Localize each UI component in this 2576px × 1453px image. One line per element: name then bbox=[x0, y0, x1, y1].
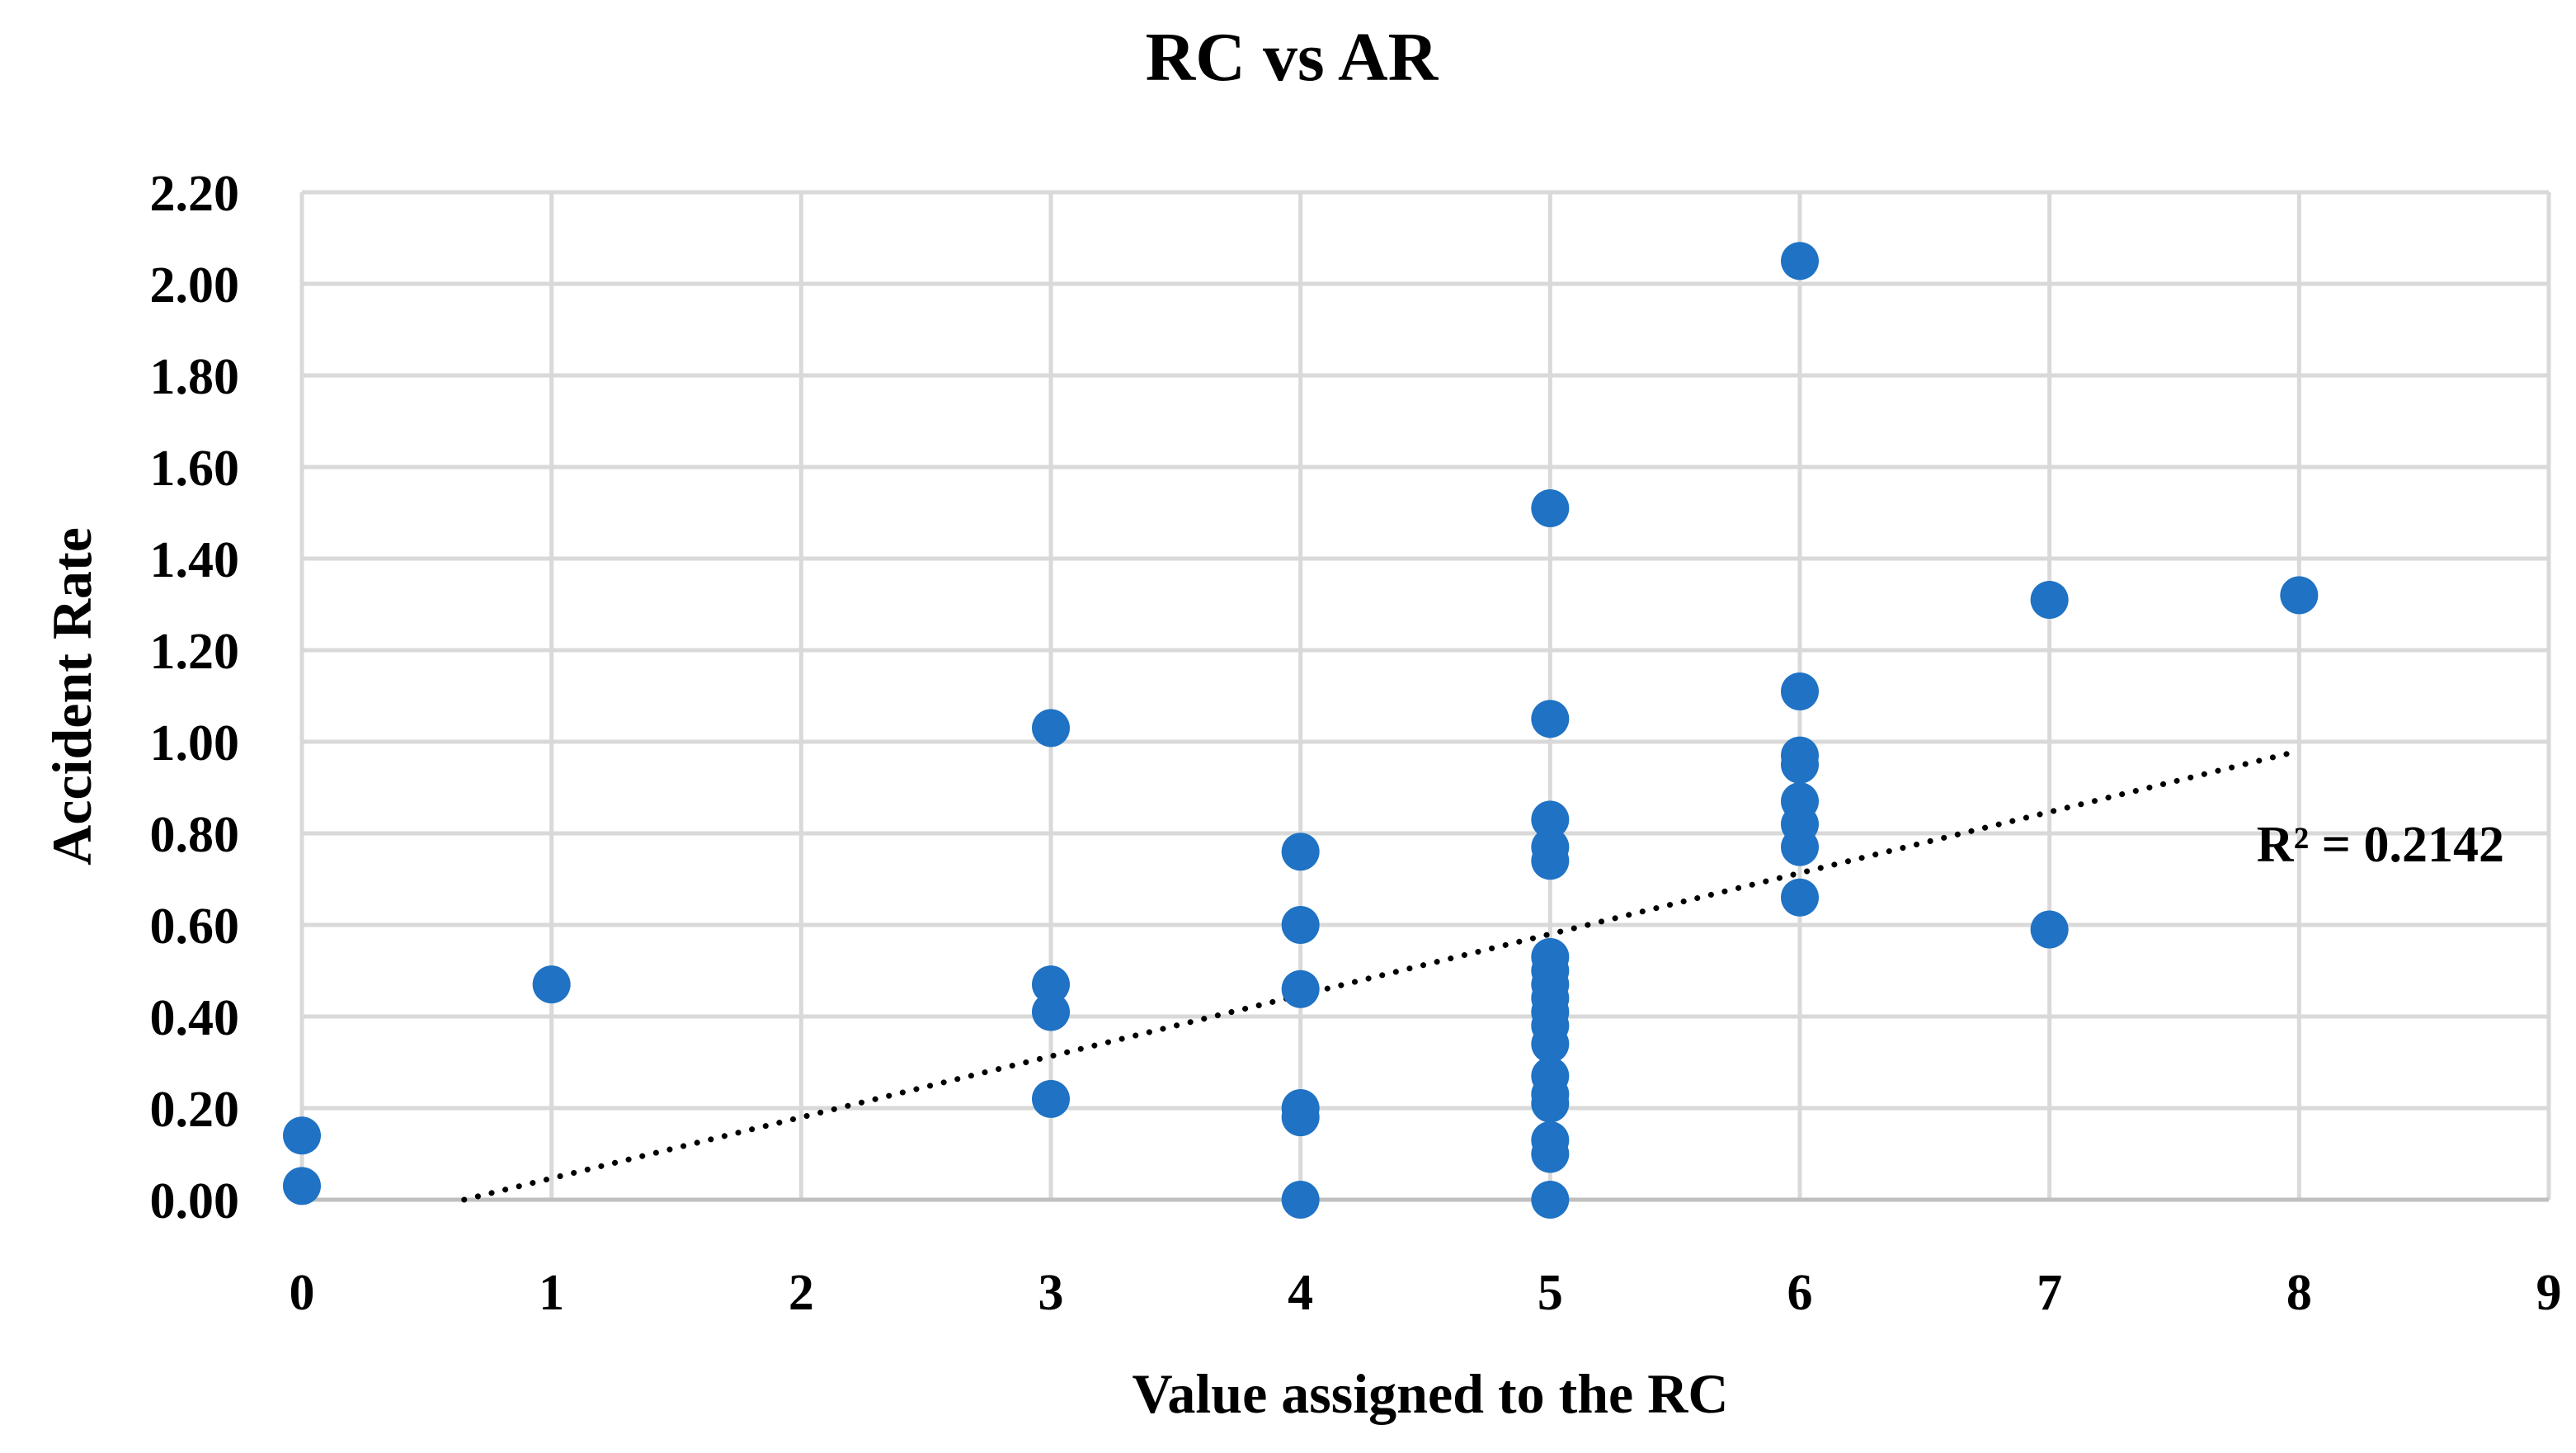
data-point bbox=[1281, 906, 1320, 944]
data-point bbox=[1781, 828, 1819, 866]
y-axis-label: Accident Rate bbox=[40, 527, 103, 866]
y-tick-label: 1.80 bbox=[150, 349, 240, 405]
x-tick-label: 5 bbox=[1538, 1265, 1563, 1321]
data-point bbox=[1531, 1181, 1570, 1219]
data-point bbox=[2030, 910, 2069, 949]
data-point bbox=[1032, 709, 1070, 748]
y-tick-label: 1.40 bbox=[150, 532, 240, 588]
y-tick-label: 0.60 bbox=[150, 899, 240, 955]
y-tick-label: 2.20 bbox=[150, 166, 240, 222]
data-point bbox=[532, 965, 571, 1004]
trendline-group bbox=[461, 748, 2302, 1203]
x-tick-label: 8 bbox=[2286, 1265, 2312, 1321]
y-tick-label: 1.00 bbox=[150, 715, 240, 771]
x-axis-ticks: 0 1 2 3 4 5 6 7 8 9 bbox=[290, 1265, 2562, 1321]
trendline bbox=[461, 748, 2302, 1203]
x-axis-label: Value assigned to the RC bbox=[1133, 1362, 1729, 1425]
data-point bbox=[2030, 580, 2069, 619]
x-tick-label: 4 bbox=[1288, 1265, 1313, 1321]
data-point bbox=[1032, 965, 1070, 1004]
x-tick-label: 0 bbox=[290, 1265, 315, 1321]
x-tick-label: 1 bbox=[539, 1265, 564, 1321]
data-point bbox=[1531, 700, 1570, 738]
grid bbox=[299, 190, 2551, 1200]
data-point bbox=[1531, 488, 1570, 527]
data-point bbox=[1781, 745, 1819, 784]
x-tick-label: 7 bbox=[2037, 1265, 2062, 1321]
data-point bbox=[1281, 1098, 1320, 1137]
x-tick-label: 2 bbox=[789, 1265, 814, 1321]
data-point bbox=[1531, 1025, 1570, 1064]
x-tick-label: 6 bbox=[1787, 1265, 1813, 1321]
y-axis-ticks: 0.00 0.20 0.40 0.60 0.80 1.00 1.20 1.40 1.60 1.80… bbox=[150, 166, 240, 1229]
data-point bbox=[1531, 1084, 1570, 1123]
data-point bbox=[1781, 242, 1819, 281]
y-tick-label: 0.20 bbox=[150, 1082, 240, 1138]
data-point bbox=[1281, 1181, 1320, 1219]
data-point bbox=[283, 1167, 321, 1205]
data-points bbox=[283, 242, 2319, 1219]
data-point bbox=[1531, 1135, 1570, 1173]
data-point bbox=[1032, 1079, 1070, 1118]
data-point bbox=[1032, 993, 1070, 1031]
y-tick-label: 0.00 bbox=[150, 1173, 240, 1229]
data-point bbox=[283, 1116, 321, 1155]
y-tick-label: 2.00 bbox=[150, 257, 240, 314]
chart-title: RC vs AR bbox=[1146, 19, 1439, 96]
y-tick-label: 0.80 bbox=[150, 807, 240, 863]
data-point bbox=[2280, 576, 2319, 615]
data-point bbox=[1281, 969, 1320, 1008]
x-tick-label: 3 bbox=[1038, 1265, 1064, 1321]
data-point bbox=[1531, 800, 1570, 839]
y-tick-label: 0.40 bbox=[150, 990, 240, 1046]
r-squared-label: R² = 0.2142 bbox=[2257, 817, 2504, 873]
data-point bbox=[1781, 672, 1819, 710]
y-tick-label: 1.20 bbox=[150, 624, 240, 680]
data-point bbox=[1531, 842, 1570, 880]
y-tick-label: 1.60 bbox=[150, 441, 240, 497]
data-point bbox=[1781, 878, 1819, 917]
x-tick-label: 9 bbox=[2536, 1265, 2562, 1321]
data-point bbox=[1281, 833, 1320, 871]
